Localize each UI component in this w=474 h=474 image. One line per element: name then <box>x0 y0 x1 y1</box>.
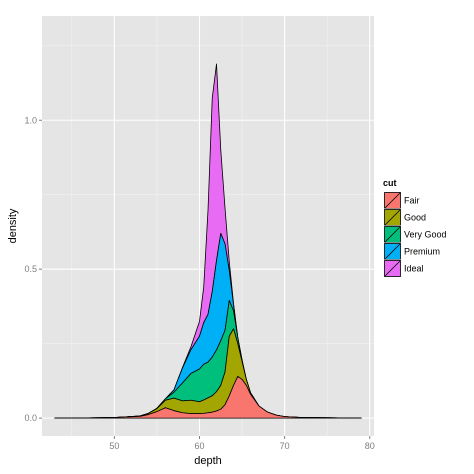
y-axis: 0.0 0.5 1.0 <box>24 115 42 423</box>
legend-label: Very Good <box>404 230 447 240</box>
legend: cut Fair Good Very Good Premium Ideal <box>383 178 447 278</box>
y-axis-title: density <box>7 208 19 243</box>
legend-title: cut <box>383 178 397 188</box>
legend-label: Ideal <box>404 264 424 274</box>
legend-label: Premium <box>404 247 440 257</box>
x-tick-label: 80 <box>365 441 375 451</box>
legend-item: Very Good <box>383 225 447 244</box>
legend-label: Good <box>404 213 426 223</box>
grid-minor <box>42 16 374 436</box>
legend-swatch-slash <box>384 209 401 226</box>
legend-item: Good <box>383 208 426 227</box>
legend-item: Ideal <box>383 259 424 278</box>
x-tick-label: 70 <box>280 441 290 451</box>
area-fair <box>54 376 362 419</box>
legend-item: Fair <box>383 191 420 210</box>
density-areas <box>54 63 362 419</box>
legend-swatch-slash <box>384 192 401 209</box>
legend-items: Fair Good Very Good Premium Ideal <box>383 191 447 278</box>
y-tick-label: 1.0 <box>24 115 37 125</box>
legend-item: Premium <box>383 242 440 261</box>
legend-label: Fair <box>404 196 420 206</box>
y-tick-label: 0.0 <box>24 413 37 423</box>
legend-swatch-slash <box>384 243 401 260</box>
legend-swatch-slash <box>384 226 401 243</box>
y-tick-label: 0.5 <box>24 264 37 274</box>
x-tick-label: 50 <box>109 441 119 451</box>
x-tick-label: 60 <box>194 441 204 451</box>
legend-swatch-slash <box>384 260 401 277</box>
x-axis-title: depth <box>194 455 222 467</box>
x-axis: 50 60 70 80 <box>109 436 375 451</box>
